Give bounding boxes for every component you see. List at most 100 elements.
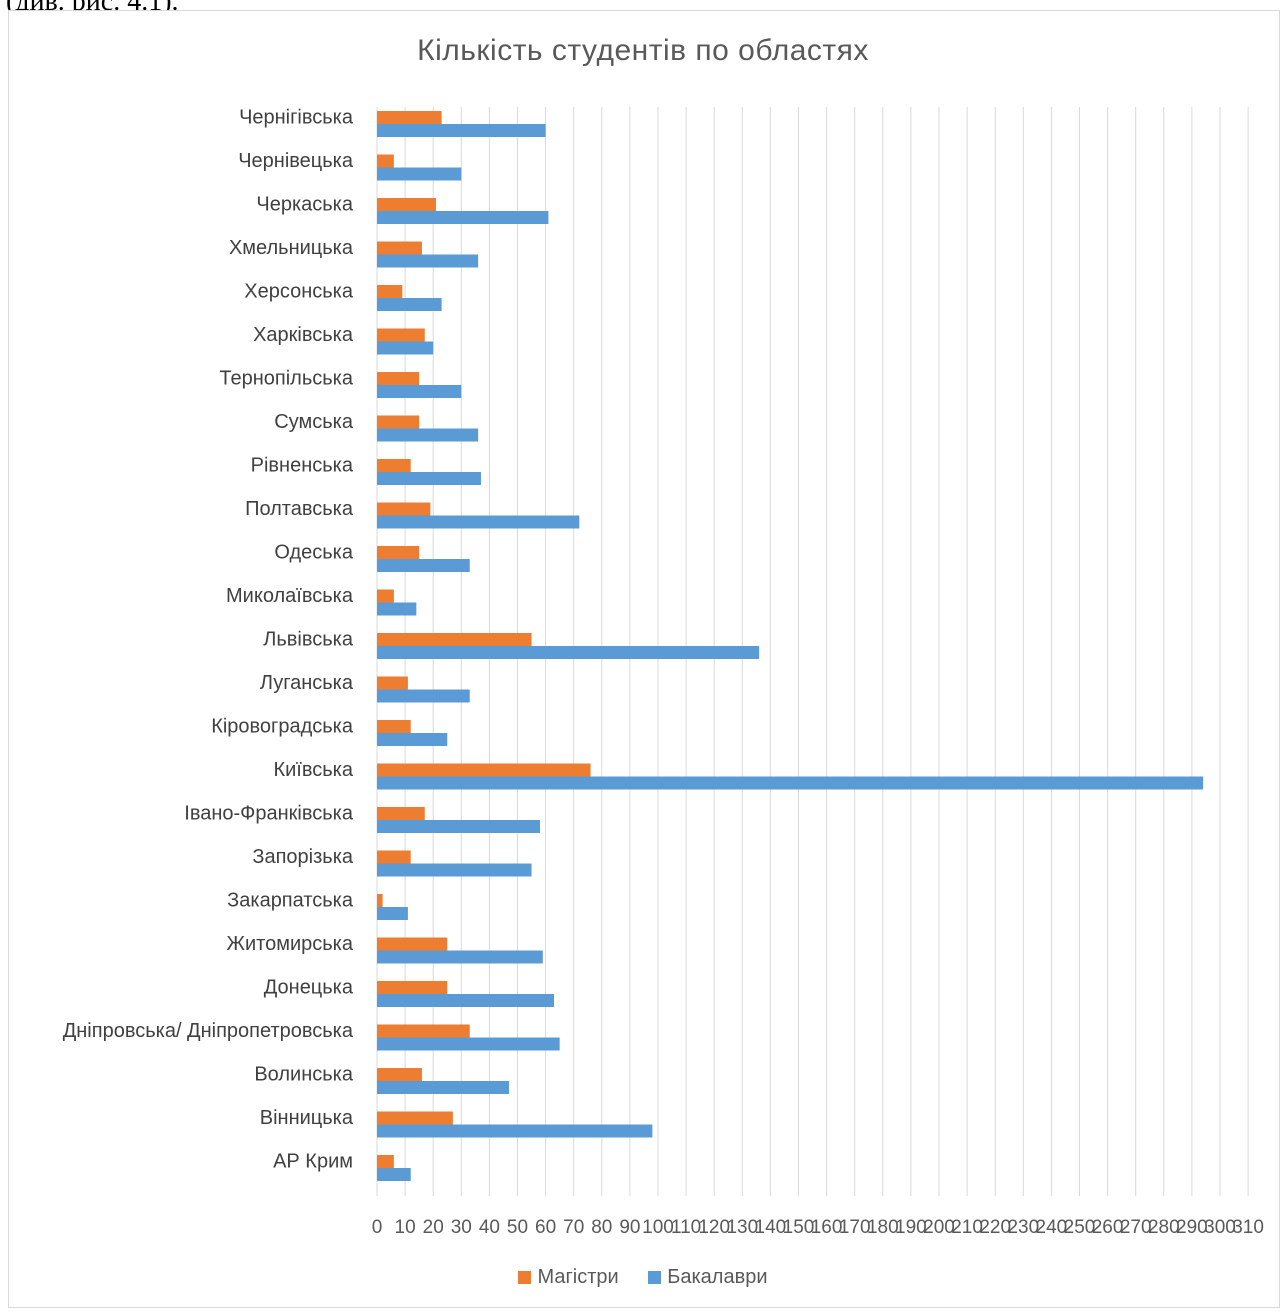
category-label: Тернопільська <box>219 367 353 389</box>
category-label: Львівська <box>263 628 354 650</box>
bar-bachelors <box>377 863 532 877</box>
bar-bachelors <box>377 820 540 833</box>
category-label: АР Крим <box>273 1150 353 1172</box>
x-tick-label: 10 <box>395 1217 416 1238</box>
category-label: Харківська <box>253 324 354 346</box>
x-tick-label: 170 <box>839 1217 871 1238</box>
category-label: Полтавська <box>245 498 354 520</box>
bar-bachelors <box>377 472 481 485</box>
bar-masters <box>377 850 411 864</box>
x-tick-label: 260 <box>1092 1217 1124 1238</box>
category-label: Рівненська <box>251 454 354 476</box>
bar-bachelors <box>377 1124 653 1138</box>
category-label: Житомирська <box>227 933 354 955</box>
bar-bachelors <box>377 1081 510 1094</box>
x-tick-label: 210 <box>951 1217 983 1238</box>
x-tick-label: 270 <box>1120 1217 1152 1238</box>
bar-bachelors <box>377 254 479 268</box>
bar-bachelors <box>377 1037 560 1051</box>
bar-masters <box>377 894 383 907</box>
category-label: Донецька <box>264 976 354 998</box>
bar-bachelors <box>377 515 580 529</box>
x-tick-label: 300 <box>1204 1217 1236 1238</box>
bar-bachelors <box>377 733 448 746</box>
x-tick-label: 70 <box>563 1217 584 1238</box>
x-tick-label: 290 <box>1176 1217 1208 1238</box>
legend-label-masters: Магістри <box>537 1266 619 1289</box>
category-label: Черкаська <box>256 193 353 215</box>
legend-swatch-bachelors <box>648 1271 662 1285</box>
bar-masters <box>377 502 431 516</box>
category-label: Кіровоградська <box>211 715 354 737</box>
x-axis-tick-labels: 0 10 20 30 40 50 60 70 80 90 100110120130140150160… <box>372 1217 1264 1238</box>
bar-masters <box>377 763 591 777</box>
bar-masters <box>377 372 420 385</box>
category-label: Волинська <box>254 1063 354 1085</box>
legend-item-bachelors: Бакалаври <box>648 1266 768 1289</box>
bar-masters <box>377 328 425 342</box>
bar-masters <box>377 633 532 646</box>
category-label: Сумська <box>274 411 354 433</box>
bars <box>377 111 1204 1181</box>
bar-bachelors <box>377 124 546 137</box>
bar-bachelors <box>377 211 549 224</box>
category-label: Одеська <box>274 541 354 563</box>
x-tick-label: 30 <box>451 1217 472 1238</box>
category-label: Чернівецька <box>238 150 354 172</box>
bar-masters <box>377 546 420 559</box>
bar-bachelors <box>377 907 408 920</box>
x-tick-label: 80 <box>591 1217 612 1238</box>
x-tick-label: 50 <box>507 1217 528 1238</box>
x-tick-label: 160 <box>811 1217 843 1238</box>
bar-masters <box>377 241 422 255</box>
x-tick-label: 0 <box>372 1217 383 1238</box>
x-tick-label: 100 <box>642 1217 674 1238</box>
x-tick-label: 140 <box>755 1217 787 1238</box>
bar-masters <box>377 154 394 168</box>
bar-masters <box>377 1155 394 1168</box>
bar-bachelors <box>377 341 434 355</box>
category-label: Миколаївська <box>226 585 354 607</box>
x-tick-label: 310 <box>1232 1217 1264 1238</box>
bar-bachelors <box>377 994 555 1007</box>
bar-bachelors <box>377 689 470 703</box>
x-tick-label: 220 <box>979 1217 1011 1238</box>
bar-masters <box>377 807 425 820</box>
bar-bachelors <box>377 776 1204 790</box>
legend-label-bachelors: Бакалаври <box>667 1266 768 1289</box>
bar-bachelors <box>377 167 462 181</box>
x-tick-label: 280 <box>1148 1217 1180 1238</box>
bar-masters <box>377 1024 470 1038</box>
category-label: Івано-Франківська <box>184 802 354 824</box>
x-tick-label: 240 <box>1036 1217 1068 1238</box>
bar-masters <box>377 1111 453 1125</box>
x-tick-label: 180 <box>867 1217 899 1238</box>
x-tick-label: 120 <box>698 1217 730 1238</box>
bar-masters <box>377 459 411 472</box>
legend: Магістри Бакалаври <box>0 1266 1286 1289</box>
category-label: Луганська <box>260 672 354 694</box>
bar-masters <box>377 1068 422 1081</box>
x-tick-label: 150 <box>783 1217 815 1238</box>
bar-masters <box>377 415 420 429</box>
x-tick-label: 250 <box>1064 1217 1096 1238</box>
legend-item-masters: Магістри <box>518 1266 619 1289</box>
bar-masters <box>377 589 394 603</box>
bar-masters <box>377 111 442 124</box>
bar-masters <box>377 720 411 733</box>
x-tick-label: 40 <box>479 1217 500 1238</box>
bar-bachelors <box>377 428 479 442</box>
bar-bachelors <box>377 950 543 964</box>
category-label: Дніпровська/ Дніпропетровська <box>63 1020 354 1042</box>
legend-swatch-masters <box>518 1271 532 1285</box>
x-tick-label: 110 <box>671 1217 701 1238</box>
bar-bachelors <box>377 559 470 572</box>
chart-title: Кількість студентів по областях <box>417 34 869 67</box>
x-tick-label: 130 <box>726 1217 758 1238</box>
category-label: Запорізька <box>252 846 354 868</box>
bar-bachelors <box>377 646 760 659</box>
bar-bachelors <box>377 602 417 616</box>
category-label: Вінницька <box>260 1107 354 1129</box>
bar-masters <box>377 676 408 690</box>
